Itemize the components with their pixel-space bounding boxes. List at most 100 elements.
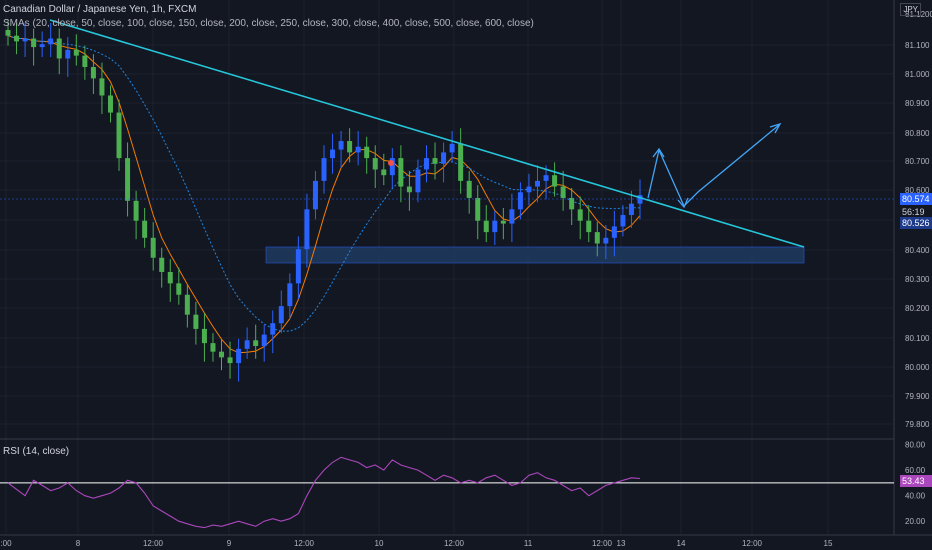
price-tick-label: 80.400	[905, 246, 930, 255]
sma-line-blue	[7, 35, 641, 332]
candle-body	[107, 95, 113, 113]
candle-body	[466, 180, 472, 198]
candle-body	[603, 237, 609, 244]
candle-body	[338, 141, 344, 150]
candle-body	[364, 146, 370, 159]
price-tick-label: 79.800	[905, 420, 930, 429]
time-tick-label: 12:00	[742, 539, 763, 548]
candle-body	[535, 180, 541, 187]
candle-body	[14, 35, 20, 42]
symbol-title[interactable]: Canadian Dollar / Japanese Yen, 1h, FXCM	[3, 4, 197, 15]
candle-body	[560, 186, 566, 198]
candle-body	[312, 180, 318, 210]
candle-body	[287, 283, 293, 307]
price-tick-label: 80.100	[905, 334, 930, 343]
candle-body	[304, 209, 310, 250]
candle-body	[116, 112, 122, 159]
candle-body	[526, 186, 532, 193]
time-tick-label: 12:00	[592, 539, 613, 548]
candle-body	[99, 78, 105, 96]
candle-body	[398, 158, 404, 187]
candle-body	[65, 49, 71, 59]
sma-legend[interactable]: SMAs (20, close, 50, close, 100, close, …	[3, 18, 534, 29]
time-tick-label: 12:00	[444, 539, 465, 548]
candle-body	[483, 220, 489, 233]
price-tick-label: 80.900	[905, 99, 930, 108]
candle-body	[637, 195, 643, 204]
candle-body	[517, 192, 523, 210]
candle-body	[90, 67, 96, 79]
candle-body	[201, 328, 207, 344]
candle-body	[261, 334, 267, 346]
candle-body	[577, 209, 583, 221]
rsi-line	[7, 456, 641, 529]
candle-body	[82, 55, 88, 68]
grid	[0, 0, 894, 535]
trendline[interactable]	[49, 19, 805, 248]
last-price-tag: 80.574	[900, 193, 932, 205]
time-tick-label: 13	[617, 539, 626, 548]
rsi-legend[interactable]: RSI (14, close)	[3, 446, 70, 457]
rsi-axis[interactable]: 80.00 60.00 40.00 20.00	[905, 441, 926, 527]
sma-lines	[7, 35, 641, 354]
rsi-tick-label: 20.00	[905, 517, 926, 526]
candle-body	[125, 158, 131, 201]
candle-body	[48, 38, 54, 45]
candle-body	[406, 186, 412, 193]
candle-body	[184, 294, 190, 315]
price-tick-label: 80.800	[905, 129, 930, 138]
candle-body	[22, 38, 28, 42]
candle-body	[5, 30, 11, 36]
candle-body	[415, 169, 421, 193]
rsi-tick-label: 40.00	[905, 492, 926, 501]
candle-body	[244, 340, 250, 349]
support-zone	[265, 246, 805, 264]
candle-body	[552, 175, 558, 187]
candle-body	[219, 351, 225, 358]
candle-body	[458, 143, 464, 181]
candle-body	[39, 44, 45, 48]
time-tick-label: :00	[0, 539, 12, 548]
candle-body	[611, 226, 617, 238]
price-tick-label: 81.1200	[905, 10, 932, 19]
signal-dot	[388, 160, 394, 166]
time-tick-label: 8	[76, 539, 81, 548]
candle-body	[586, 220, 592, 233]
rsi-tick-label: 60.00	[905, 466, 926, 475]
candle-body	[475, 197, 481, 221]
candle-body	[620, 215, 626, 227]
time-axis[interactable]: :00 8 12:00 9 12:00 10 12:00 11 12:00 13 14 12:00 15	[0, 539, 833, 548]
candle-body	[133, 200, 139, 221]
candle-body	[449, 143, 455, 153]
candles	[5, 20, 643, 382]
candle-body	[295, 249, 301, 284]
time-tick-label: 14	[677, 539, 686, 548]
candle-body	[321, 158, 327, 181]
price-tick-label: 80.700	[905, 157, 930, 166]
candle-body	[594, 232, 600, 244]
candle-body	[330, 149, 336, 159]
candle-body	[56, 38, 62, 59]
candle-body	[150, 237, 156, 258]
price-tick-label: 81.000	[905, 70, 930, 79]
candle-body	[441, 152, 447, 164]
time-tick-label: 12:00	[294, 539, 315, 548]
candle-body	[372, 158, 378, 170]
candle-body	[569, 197, 575, 210]
candle-body	[389, 158, 395, 176]
time-tick-label: 11	[524, 539, 533, 548]
candle-body	[73, 49, 79, 56]
price-tick-label: 80.600	[905, 186, 930, 195]
currency-label[interactable]: JPY	[900, 3, 921, 16]
candle-body	[253, 340, 259, 346]
candle-body	[210, 343, 216, 352]
projection-arrows[interactable]	[647, 122, 782, 209]
candle-body	[423, 158, 429, 170]
price-tick-label: 81.100	[905, 41, 930, 50]
candle-body	[628, 203, 634, 216]
candle-body	[227, 357, 233, 364]
rsi-value-tag: 53.43	[900, 475, 932, 487]
price-tick-label: 80.300	[905, 275, 930, 284]
candle-body	[167, 271, 173, 284]
